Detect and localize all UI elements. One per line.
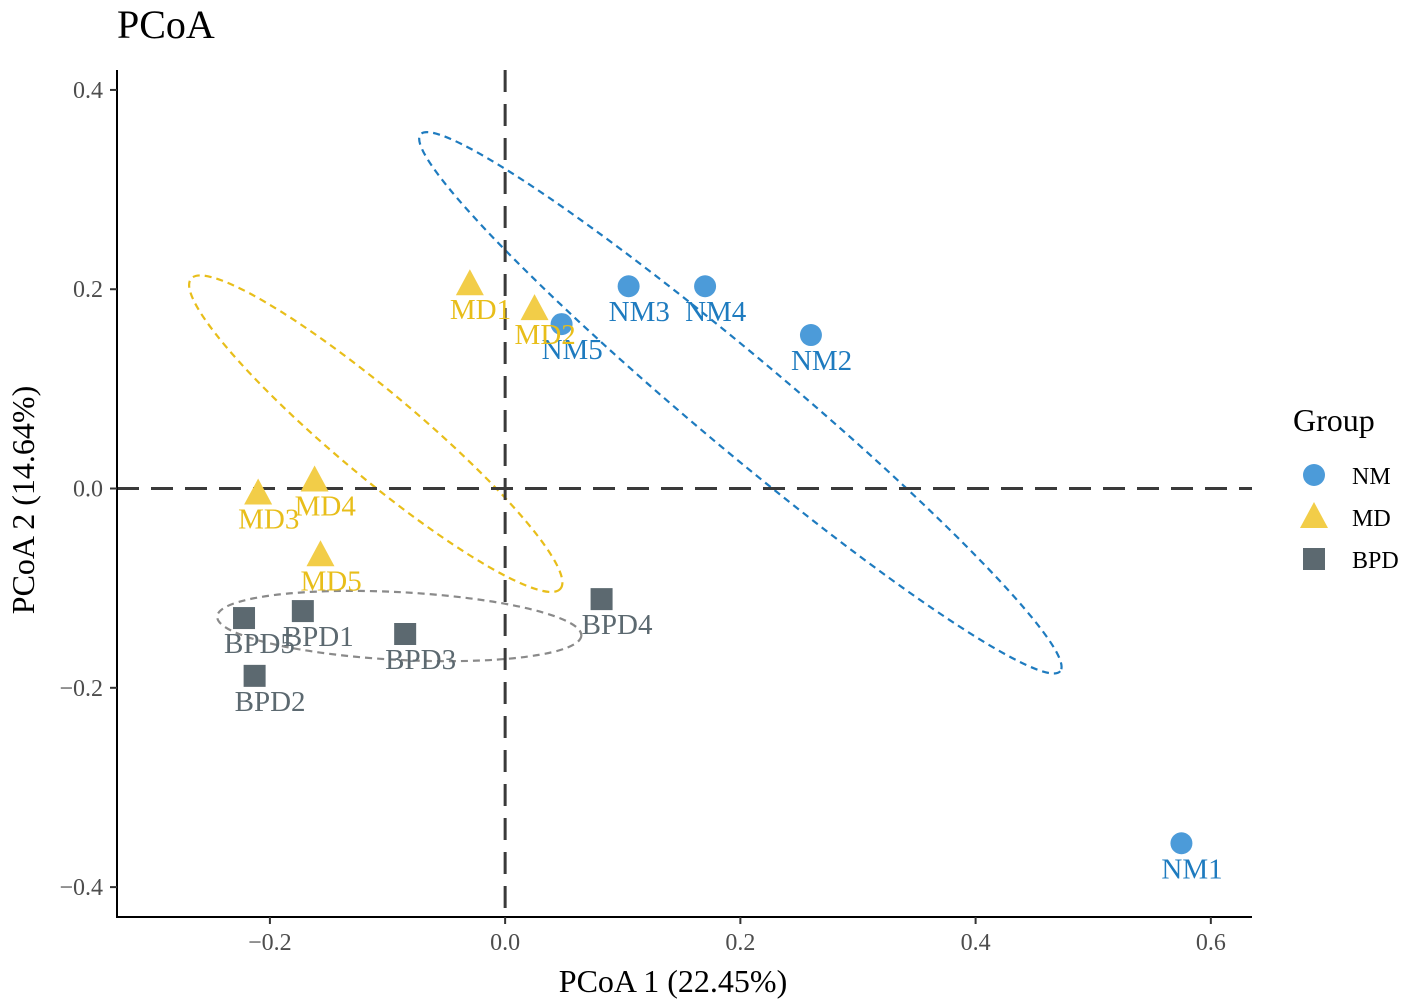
x-axis-title: PCoA 1 (22.45%) bbox=[559, 963, 787, 999]
point-md1 bbox=[455, 269, 484, 296]
label-nm1: NM1 bbox=[1161, 853, 1222, 885]
label-nm5: NM5 bbox=[542, 334, 603, 366]
point-md2 bbox=[520, 294, 549, 321]
point-bpd4 bbox=[590, 588, 613, 611]
legend-label-bpd: BPD bbox=[1352, 548, 1399, 574]
y-tick-label: −0.2 bbox=[59, 676, 103, 702]
legend-key-bpd bbox=[1303, 548, 1325, 570]
point-md5 bbox=[306, 540, 335, 567]
legend-items: NM MD BPD bbox=[1300, 464, 1399, 574]
x-tick-label: 0.6 bbox=[1196, 930, 1226, 956]
legend-label-nm: NM bbox=[1352, 464, 1391, 490]
x-tick-label: 0.0 bbox=[490, 930, 520, 956]
legend-key-md bbox=[1300, 502, 1328, 528]
label-nm3: NM3 bbox=[609, 296, 670, 328]
label-bpd3: BPD3 bbox=[385, 644, 456, 676]
x-axis-ticks: −0.2 0.0 0.2 0.4 0.6 bbox=[248, 917, 1226, 956]
legend: Group NM MD BPD bbox=[1293, 402, 1399, 574]
y-tick-label: 0.2 bbox=[73, 277, 103, 303]
y-axis-ticks: −0.4 −0.2 0.0 0.2 0.4 bbox=[59, 78, 117, 901]
point-nm4 bbox=[694, 275, 717, 298]
label-md1: MD1 bbox=[450, 294, 511, 326]
label-bpd4: BPD4 bbox=[582, 609, 653, 641]
label-md2: MD2 bbox=[515, 319, 576, 351]
legend-title: Group bbox=[1293, 402, 1375, 438]
point-md3 bbox=[244, 478, 273, 505]
reference-lines bbox=[117, 70, 1252, 917]
ellipse-nm bbox=[418, 131, 1063, 675]
y-axis-title: PCoA 2 (14.64%) bbox=[5, 386, 41, 614]
x-tick-label: 0.2 bbox=[725, 930, 755, 956]
legend-key-nm bbox=[1303, 464, 1325, 486]
legend-label-md: MD bbox=[1352, 506, 1391, 532]
point-md4 bbox=[300, 465, 329, 492]
label-nm4: NM4 bbox=[685, 296, 747, 328]
y-tick-label: 0.4 bbox=[73, 78, 103, 104]
y-tick-label: 0.0 bbox=[73, 477, 103, 503]
label-md5: MD5 bbox=[300, 565, 361, 597]
point-nm5 bbox=[550, 313, 573, 336]
label-bpd2: BPD2 bbox=[235, 686, 306, 718]
label-md4: MD4 bbox=[295, 491, 357, 523]
data-points bbox=[233, 269, 1193, 855]
point-bpd2 bbox=[243, 664, 266, 687]
group-ellipses bbox=[188, 131, 1063, 675]
point-bpd1 bbox=[291, 600, 314, 623]
ellipse-md bbox=[188, 274, 564, 594]
point-bpd5 bbox=[233, 607, 256, 630]
y-tick-label: −0.4 bbox=[59, 875, 103, 901]
axes: −0.2 0.0 0.2 0.4 0.6 −0.4 −0.2 0.0 0.2 0.4 bbox=[59, 70, 1252, 956]
x-tick-label: 0.4 bbox=[961, 930, 991, 956]
chart-title: PCoA bbox=[117, 2, 215, 47]
label-bpd5: BPD5 bbox=[224, 628, 295, 660]
point-bpd3 bbox=[394, 623, 417, 646]
point-nm1 bbox=[1170, 832, 1193, 855]
ellipse-bpd bbox=[216, 589, 583, 663]
point-nm2 bbox=[799, 324, 822, 347]
label-md3: MD3 bbox=[238, 504, 299, 536]
x-tick-label: −0.2 bbox=[248, 930, 292, 956]
point-nm3 bbox=[617, 275, 640, 298]
label-nm2: NM2 bbox=[791, 345, 852, 377]
label-bpd1: BPD1 bbox=[283, 621, 354, 653]
